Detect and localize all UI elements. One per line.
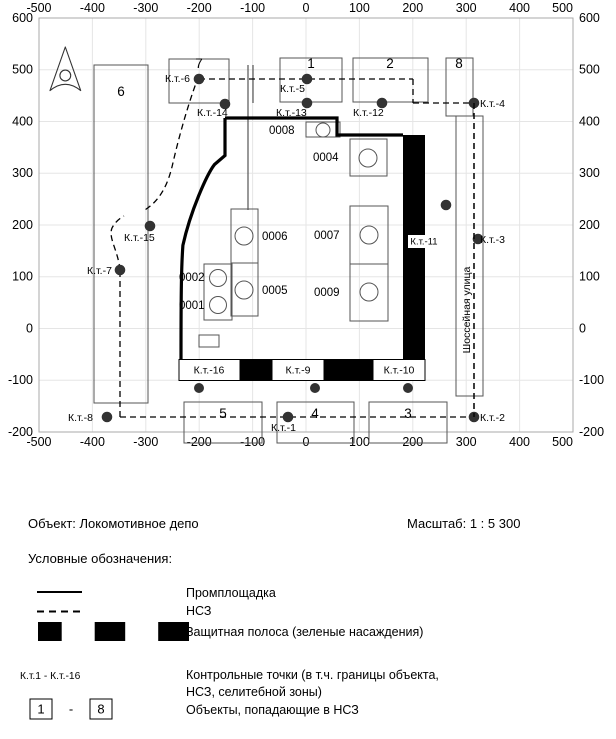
svg-text:-100: -100 <box>8 373 33 387</box>
svg-text:К.т.-14: К.т.-14 <box>197 107 228 119</box>
svg-text:4: 4 <box>311 406 319 421</box>
svg-text:Промплощадка: Промплощадка <box>186 586 276 600</box>
svg-text:200: 200 <box>12 218 33 232</box>
svg-text:6: 6 <box>117 84 125 99</box>
svg-text:К.т.-10: К.т.-10 <box>384 365 415 377</box>
svg-text:8: 8 <box>97 702 104 717</box>
svg-text:0006: 0006 <box>262 231 288 243</box>
svg-text:400: 400 <box>579 115 600 129</box>
svg-text:-100: -100 <box>240 435 265 449</box>
svg-text:200: 200 <box>402 435 423 449</box>
svg-text:-200: -200 <box>187 1 212 15</box>
svg-text:0: 0 <box>579 322 586 336</box>
svg-text:К.т.-1: К.т.-1 <box>271 422 296 434</box>
svg-text:К.т.-6: К.т.-6 <box>165 73 190 85</box>
svg-text:Шоссейная улица: Шоссейная улица <box>461 266 473 353</box>
svg-text:-100: -100 <box>240 1 265 15</box>
svg-text:К.т.-9: К.т.-9 <box>286 365 311 377</box>
svg-text:Объект: Локомотивное депо: Объект: Локомотивное депо <box>28 516 199 531</box>
svg-text:100: 100 <box>579 270 600 284</box>
svg-text:500: 500 <box>12 63 33 77</box>
svg-text:0: 0 <box>303 1 310 15</box>
svg-text:-400: -400 <box>80 435 105 449</box>
svg-text:К.т.-7: К.т.-7 <box>87 265 112 277</box>
svg-text:-: - <box>69 702 73 717</box>
svg-text:2: 2 <box>386 56 394 71</box>
svg-text:-200: -200 <box>8 425 33 439</box>
svg-text:300: 300 <box>456 1 477 15</box>
svg-text:Объекты, попадающие в НСЗ: Объекты, попадающие в НСЗ <box>186 703 359 717</box>
svg-text:0008: 0008 <box>269 125 295 137</box>
svg-text:0005: 0005 <box>262 285 288 297</box>
svg-text:К.т.1 - К.т.-16: К.т.1 - К.т.-16 <box>20 671 81 682</box>
svg-text:-200: -200 <box>187 435 212 449</box>
svg-text:НСЗ, селитебной зоны): НСЗ, селитебной зоны) <box>186 685 322 699</box>
svg-text:К.т.-3: К.т.-3 <box>480 234 505 246</box>
svg-text:7: 7 <box>195 56 203 71</box>
svg-text:500: 500 <box>552 435 573 449</box>
svg-text:1: 1 <box>307 56 315 71</box>
svg-text:К.т.-15: К.т.-15 <box>124 232 155 244</box>
svg-text:400: 400 <box>12 115 33 129</box>
svg-text:400: 400 <box>509 435 530 449</box>
svg-text:Защитная полоса (зеленые насаж: Защитная полоса (зеленые насаждения) <box>186 625 423 639</box>
svg-text:-300: -300 <box>133 1 158 15</box>
svg-text:-200: -200 <box>579 425 604 439</box>
svg-text:К.т.-11: К.т.-11 <box>410 237 437 248</box>
svg-text:-400: -400 <box>80 1 105 15</box>
svg-text:НСЗ: НСЗ <box>186 604 211 618</box>
svg-text:400: 400 <box>509 1 530 15</box>
svg-text:К.т.-4: К.т.-4 <box>480 98 505 110</box>
svg-text:300: 300 <box>12 166 33 180</box>
svg-text:0: 0 <box>26 322 33 336</box>
svg-text:300: 300 <box>579 166 600 180</box>
svg-text:300: 300 <box>456 435 477 449</box>
svg-text:200: 200 <box>402 1 423 15</box>
svg-text:К.т.-12: К.т.-12 <box>353 107 384 119</box>
svg-text:8: 8 <box>455 56 463 71</box>
svg-text:0: 0 <box>303 435 310 449</box>
svg-text:100: 100 <box>349 1 370 15</box>
svg-text:К.т.-2: К.т.-2 <box>480 412 505 424</box>
svg-text:К.т.-13: К.т.-13 <box>276 107 307 119</box>
svg-text:0004: 0004 <box>313 152 339 164</box>
svg-text:500: 500 <box>552 1 573 15</box>
svg-text:100: 100 <box>349 435 370 449</box>
svg-text:3: 3 <box>404 406 412 421</box>
svg-text:К.т.-8: К.т.-8 <box>68 412 93 424</box>
svg-text:К.т.-5: К.т.-5 <box>280 83 305 95</box>
svg-text:0007: 0007 <box>314 230 340 242</box>
svg-text:5: 5 <box>219 406 227 421</box>
svg-text:К.т.-16: К.т.-16 <box>194 365 225 377</box>
svg-text:600: 600 <box>12 11 33 25</box>
svg-text:-100: -100 <box>579 373 604 387</box>
svg-text:200: 200 <box>579 218 600 232</box>
svg-text:Контрольные точки (в т.ч. гран: Контрольные точки (в т.ч. границы объект… <box>186 668 439 682</box>
svg-text:Масштаб: 1 : 5 300: Масштаб: 1 : 5 300 <box>407 516 520 531</box>
svg-text:600: 600 <box>579 11 600 25</box>
svg-text:0009: 0009 <box>314 287 340 299</box>
svg-text:1: 1 <box>37 702 44 717</box>
svg-text:Условные обозначения:: Условные обозначения: <box>28 551 172 566</box>
svg-text:100: 100 <box>12 270 33 284</box>
svg-text:500: 500 <box>579 63 600 77</box>
svg-text:-300: -300 <box>133 435 158 449</box>
